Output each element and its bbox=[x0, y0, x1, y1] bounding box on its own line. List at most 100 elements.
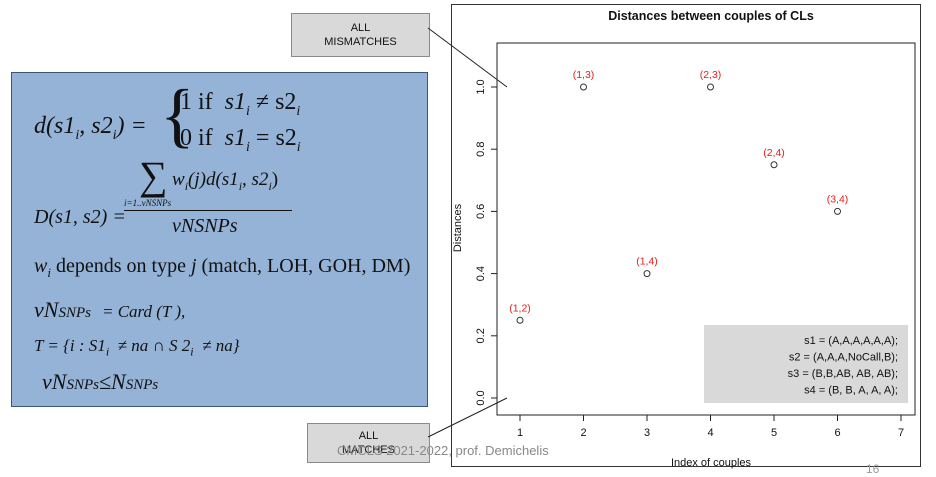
x-tick-label: 6 bbox=[834, 427, 840, 439]
formula-D-numerator: wi(j)d(s1i, s2i) bbox=[172, 169, 278, 194]
x-tick-label: 3 bbox=[644, 427, 650, 439]
d-lhs-sub2: i bbox=[112, 127, 117, 143]
x-axis-label: Index of couples bbox=[671, 457, 752, 469]
y-tick-label: 0.2 bbox=[475, 328, 487, 343]
y-tick-label: 0.6 bbox=[475, 204, 487, 219]
legend-line: s1 = (A,A,A,A,A,A); bbox=[804, 335, 898, 347]
formula-w-line: wi depends on type j (match, LOH, GOH, D… bbox=[34, 255, 410, 281]
point-label: (1,4) bbox=[636, 256, 658, 268]
vn-lhs: vN bbox=[34, 297, 59, 322]
callout-bottom-line1: ALL bbox=[358, 430, 379, 442]
D-num-w: w bbox=[172, 169, 185, 190]
connector-top bbox=[427, 27, 508, 88]
w-j: j bbox=[190, 255, 197, 277]
callout-all-matches: ALL MATCHES bbox=[307, 423, 430, 463]
page-number: 16 bbox=[866, 462, 880, 476]
y-axis-label: Distances bbox=[452, 203, 464, 252]
formula-D-lhs: D(s1, s2) = bbox=[34, 206, 126, 228]
ineq-c: ≤N bbox=[98, 369, 126, 394]
case0-sub1: i bbox=[246, 139, 250, 155]
vn-rhs: = Card (T ), bbox=[101, 302, 186, 321]
t-b: ≠ na ∩ S 2 bbox=[117, 336, 191, 355]
t-a: T = {i : S1 bbox=[34, 336, 106, 355]
D-num-close: ) bbox=[271, 169, 279, 190]
point-label: (1,2) bbox=[509, 302, 531, 314]
d-lhs-c: ) = bbox=[116, 113, 147, 139]
case0-sub2: i bbox=[296, 139, 301, 155]
w-sub: i bbox=[47, 265, 51, 280]
case0-word: if bbox=[198, 125, 213, 151]
case1-cond: s1 bbox=[224, 89, 247, 115]
y-tick-label: 0.4 bbox=[475, 266, 487, 281]
D-num-rest: (j)d(s1 bbox=[188, 169, 239, 190]
data-point bbox=[580, 83, 587, 91]
D-num-sub1: i bbox=[184, 178, 189, 193]
ineq-b: SNPs bbox=[66, 377, 99, 393]
d-lhs-b: , s2 bbox=[79, 113, 113, 139]
x-tick-label: 7 bbox=[898, 427, 904, 439]
w-text: depends on type bbox=[55, 255, 186, 277]
D-num-mid: , s2 bbox=[242, 169, 269, 190]
t-sub1: i bbox=[105, 344, 110, 359]
formula-box: d(s1i, s2i) = { 1 if s1i ≠ s2i 0 if s1i … bbox=[11, 72, 428, 407]
case1-word: if bbox=[198, 89, 213, 115]
legend-line: s2 = (A,A,A,NoCall,B); bbox=[789, 352, 898, 364]
data-point bbox=[516, 316, 524, 324]
formula-D-denominator: vNSNPs bbox=[172, 215, 238, 237]
data-point bbox=[770, 161, 778, 169]
chart-title: Distances between couples of CLs bbox=[608, 9, 814, 23]
formula-ineq-line: vNSNPs≤NSNPs bbox=[42, 369, 158, 395]
point-label: (1,3) bbox=[573, 69, 595, 81]
formula-brace: { bbox=[160, 75, 195, 155]
case0-op: = s2 bbox=[255, 125, 297, 151]
callout-top-line2: MISMATCHES bbox=[324, 36, 397, 48]
formula-case1: 1 if s1i ≠ s2i bbox=[180, 89, 300, 120]
data-point bbox=[707, 83, 714, 91]
formula-fraction-bar bbox=[124, 210, 292, 211]
y-axis: 0.0 0.2 0.4 0.6 0.8 1.0 bbox=[475, 79, 498, 406]
formula-vn-line: vNSNPs = Card (T ), bbox=[34, 297, 185, 323]
ineq-d: SNPs bbox=[125, 377, 159, 393]
d-lhs-sub1: i bbox=[75, 127, 80, 143]
w-types: (match, LOH, GOH, DM) bbox=[201, 255, 411, 277]
t-c: ≠ na} bbox=[202, 336, 240, 355]
chart-frame bbox=[451, 4, 921, 467]
y-tick-label: 0.8 bbox=[475, 142, 487, 157]
d-lhs-a: d(s1 bbox=[34, 113, 76, 139]
point-label: (2,3) bbox=[700, 69, 722, 81]
case1-sub2: i bbox=[296, 103, 301, 119]
data-points: (1,2) (1,3) (1,4) (2,3) (2,4) (3,4) bbox=[509, 69, 849, 324]
ineq-a: vN bbox=[42, 369, 67, 394]
x-axis: 1 2 3 4 5 6 7 bbox=[517, 414, 904, 439]
x-tick-label: 4 bbox=[707, 427, 713, 439]
formula-t-line: T = {i : S1i ≠ na ∩ S 2i ≠ na} bbox=[34, 336, 240, 359]
case0-value: 0 bbox=[180, 125, 192, 151]
connector-bottom bbox=[427, 397, 508, 438]
y-tick-label: 0.0 bbox=[475, 390, 487, 405]
callout-bottom-line2: MATCHES bbox=[342, 444, 395, 456]
callout-top-line1: ALL bbox=[350, 22, 371, 34]
formula-sum-sign: ∑ bbox=[139, 153, 168, 198]
x-tick-label: 5 bbox=[771, 427, 777, 439]
case0-cond: s1 bbox=[224, 125, 247, 151]
point-label: (3,4) bbox=[827, 193, 849, 205]
D-num-sub2: i bbox=[238, 178, 243, 193]
vn-lhs-small: SNPs bbox=[58, 305, 91, 321]
x-tick-label: 2 bbox=[580, 427, 586, 439]
point-label: (2,4) bbox=[763, 147, 785, 159]
legend-line: s4 = (B, B, A, A, A); bbox=[804, 385, 898, 397]
w-sym: w bbox=[34, 255, 48, 277]
legend-line: s3 = (B,B,AB, AB, AB); bbox=[788, 368, 898, 380]
data-point bbox=[643, 270, 651, 278]
legend-box bbox=[704, 325, 908, 403]
t-sub2: i bbox=[190, 344, 194, 359]
legend: s1 = (A,A,A,A,A,A); s2 = (A,A,A,NoCall,B)… bbox=[788, 335, 898, 397]
formula-sum-sub: i=1..vNSNPs bbox=[124, 198, 172, 208]
D-num-sub3: i bbox=[268, 178, 272, 193]
callout-all-mismatches: ALL MISMATCHES bbox=[291, 13, 430, 57]
y-tick-label: 1.0 bbox=[475, 79, 487, 94]
footer-text: CMCLS 2021-2022, prof. Demichelis bbox=[337, 443, 549, 458]
data-point bbox=[834, 207, 841, 215]
formula-case0: 0 if s1i = s2i bbox=[180, 125, 301, 156]
